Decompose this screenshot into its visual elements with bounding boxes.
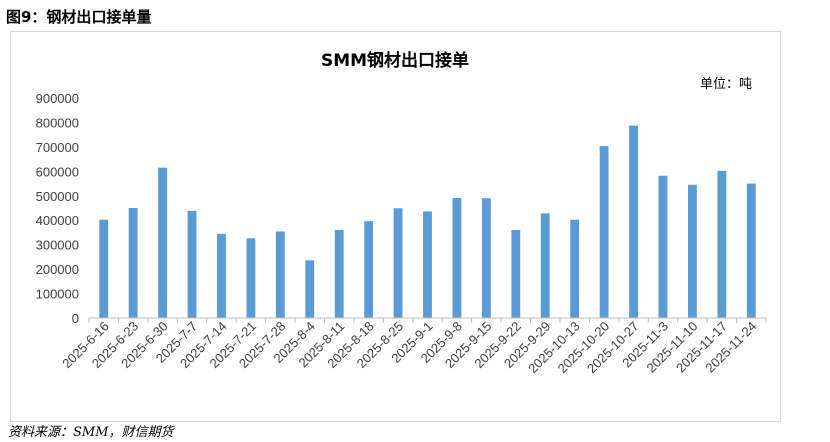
chart-frame: SMM钢材出口接单 单位：吨 0 100000 200000 300000 400000… [10,31,781,422]
y-tick-label: 800000 [36,115,79,130]
bar-chart: SMM钢材出口接单 单位：吨 0 100000 200000 300000 400000… [36,50,767,376]
bar [393,208,403,318]
source-note: 资料来源：SMM，财信期货 [8,425,174,440]
bar [275,231,285,318]
y-tick-label: 900000 [36,91,79,106]
figure-title: 图9：钢材出口接单量 [6,8,152,26]
x-axis: 2025-6-162025-6-232025-6-302025-7-72025-… [59,317,767,376]
bar [187,210,197,318]
bar [717,170,727,318]
unit-label: 单位：吨 [700,77,752,92]
bar [687,184,697,318]
bar [570,219,580,318]
bar [599,146,609,318]
bar [452,197,462,318]
bar [305,260,315,318]
y-tick-label: 500000 [36,189,79,204]
y-tick-label: 200000 [36,262,79,277]
bar [99,219,109,318]
bar [629,125,638,318]
bar [364,221,374,318]
bar [217,233,226,318]
bar [158,167,168,318]
bar [481,198,491,318]
bar [334,230,344,318]
bar [746,183,756,318]
y-axis: 0 100000 200000 300000 400000 500000 600000 700… [36,91,79,326]
y-tick-label: 400000 [36,213,79,228]
y-tick-label: 700000 [36,140,79,155]
bar [540,213,550,318]
bar [658,175,668,318]
y-tick-label: 0 [72,311,79,326]
bar [128,208,138,318]
y-tick-label: 600000 [36,164,79,179]
bar [246,238,256,318]
bar [423,211,432,318]
y-tick-label: 100000 [36,287,79,302]
bars [99,125,756,318]
y-tick-label: 300000 [36,238,79,253]
bar [511,230,521,318]
chart-title: SMM钢材出口接单 [321,50,469,71]
